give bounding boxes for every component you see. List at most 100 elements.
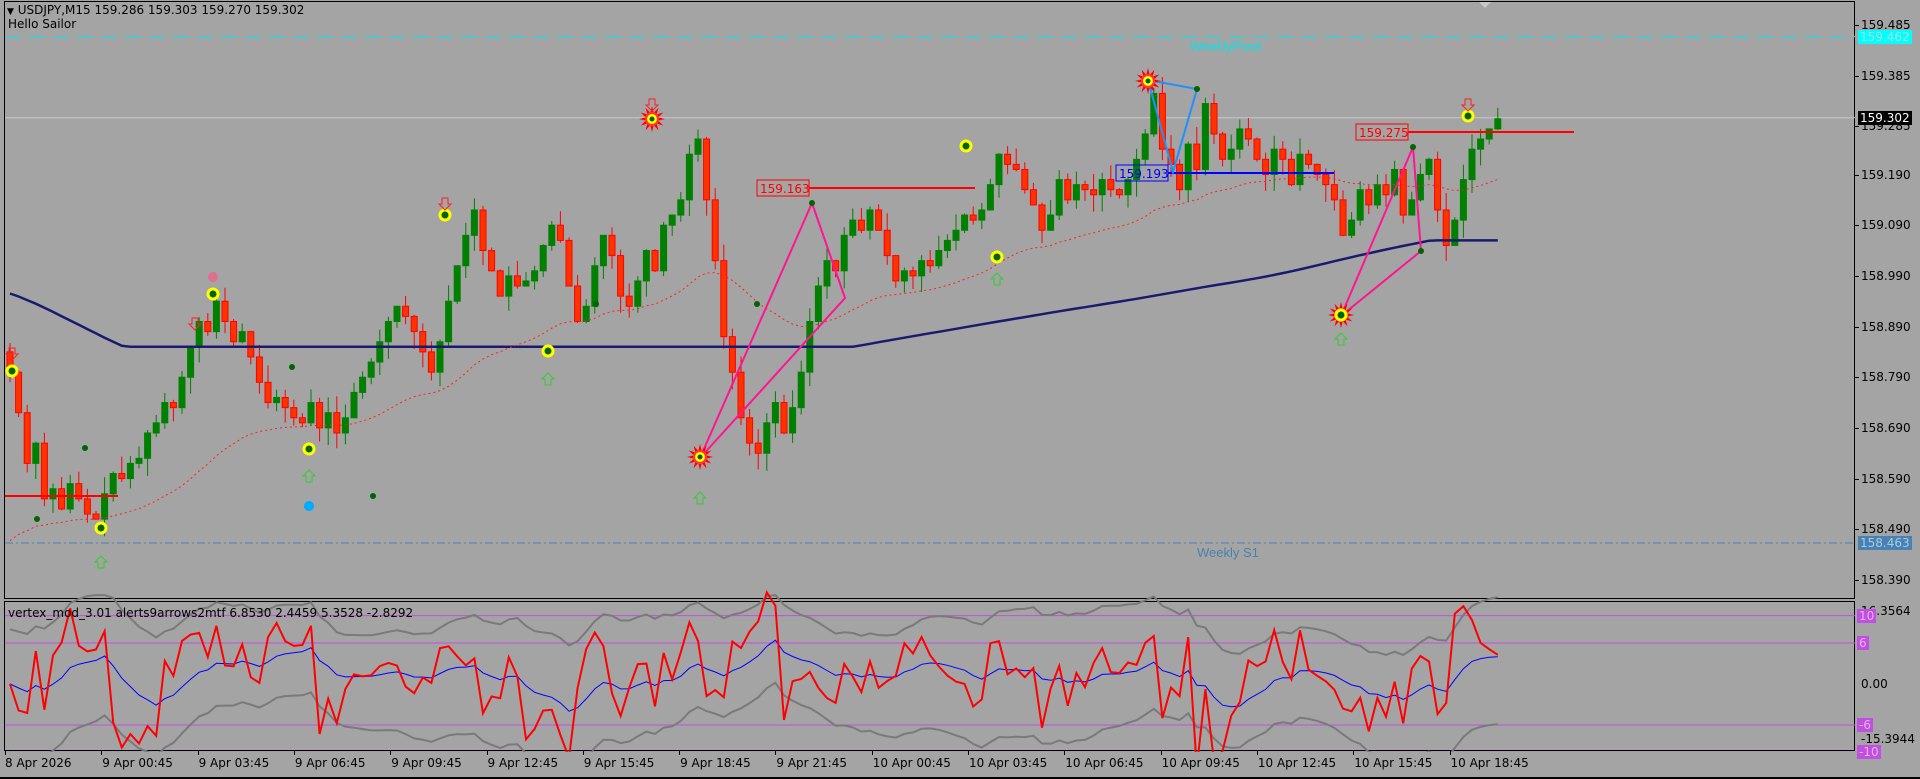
bull-candle bbox=[668, 214, 676, 226]
signal-ring-icon bbox=[206, 287, 220, 301]
bull-candle bbox=[187, 346, 195, 378]
bear-candle bbox=[1287, 158, 1295, 186]
time-tick-label: 9 Apr 12:45 bbox=[487, 756, 559, 770]
bear-candle bbox=[1339, 199, 1347, 236]
price-tick bbox=[1855, 579, 1859, 581]
time-tick bbox=[390, 751, 392, 755]
bull-candle bbox=[350, 391, 358, 419]
bull-candle bbox=[161, 402, 169, 424]
signal-ring-icon bbox=[302, 442, 316, 456]
bull-candle bbox=[814, 285, 822, 322]
bull-candle bbox=[1348, 219, 1356, 236]
bear-candle bbox=[281, 396, 289, 409]
up-arrow-icon bbox=[1333, 332, 1349, 346]
price-tick bbox=[1855, 174, 1859, 176]
time-tick bbox=[293, 751, 295, 755]
zigzag-pattern-blue bbox=[1147, 79, 1199, 176]
signal-ring-icon bbox=[1334, 308, 1348, 322]
bull-candle bbox=[634, 280, 642, 307]
bear-candle bbox=[1004, 153, 1012, 165]
bull-candle bbox=[866, 209, 874, 231]
bear-candle bbox=[427, 351, 435, 373]
down-arrow-icon bbox=[644, 98, 660, 112]
weekly-s1-badge: 158.463 bbox=[1858, 535, 1912, 550]
bull-candle bbox=[660, 224, 668, 272]
bull-candle bbox=[1055, 179, 1063, 216]
pivot-dot-icon bbox=[809, 200, 815, 206]
price-tick-label: 159.090 bbox=[1861, 218, 1911, 233]
bear-candle bbox=[1038, 204, 1046, 231]
pivot-dot-icon bbox=[289, 364, 295, 370]
time-tick bbox=[968, 751, 969, 755]
indicator-panel[interactable] bbox=[4, 601, 1855, 751]
bull-candle bbox=[1485, 128, 1493, 140]
sun-signal-icon bbox=[1135, 68, 1161, 94]
up-arrow-icon bbox=[989, 272, 1005, 286]
signal-ring-icon bbox=[5, 364, 19, 378]
bull-candle bbox=[918, 260, 926, 277]
bull-candle bbox=[599, 234, 607, 267]
time-tick bbox=[1353, 751, 1355, 755]
bear-candle bbox=[728, 336, 736, 373]
price-chart-canvas[interactable]: WeeklyPivot Weekly S1 159.163 159.193 159.27… bbox=[0, 0, 1855, 600]
bear-candle bbox=[255, 356, 263, 383]
bull-candle bbox=[995, 153, 1003, 186]
bear-candle bbox=[230, 320, 238, 343]
triangle-down-icon[interactable]: ▼ bbox=[7, 7, 14, 17]
indicator-tick-label: 0.00 bbox=[1861, 677, 1888, 691]
time-tick bbox=[5, 751, 6, 755]
bull-candle bbox=[505, 275, 513, 297]
bull-candle bbox=[1459, 179, 1467, 221]
bear-candle bbox=[883, 229, 891, 257]
time-tick bbox=[1064, 751, 1066, 755]
bear-candle bbox=[290, 407, 298, 419]
bull-candle bbox=[152, 422, 160, 434]
bear-candle bbox=[1064, 179, 1072, 201]
up-arrow-icon bbox=[692, 491, 708, 505]
bull-candle bbox=[470, 209, 478, 236]
pivot-dot-icon bbox=[1410, 144, 1416, 150]
bear-candle bbox=[892, 255, 900, 282]
bear-candle bbox=[513, 275, 521, 287]
chart-shift-marker-icon[interactable] bbox=[1479, 2, 1491, 8]
zigzag-pattern bbox=[699, 200, 847, 459]
bear-candle bbox=[264, 381, 272, 404]
bear-candle bbox=[221, 300, 229, 322]
bear-candle bbox=[298, 417, 306, 424]
bear-candle bbox=[1012, 163, 1020, 170]
price-box-label: 159.275 bbox=[1359, 126, 1409, 140]
bear-candle bbox=[1193, 143, 1201, 170]
bear-candle bbox=[92, 513, 100, 520]
bull-candle bbox=[324, 412, 332, 429]
bull-candle bbox=[1296, 153, 1304, 186]
bear-candle bbox=[1382, 184, 1390, 196]
bear-candle bbox=[15, 371, 23, 414]
bear-candle bbox=[1442, 209, 1450, 246]
bear-candle bbox=[1262, 158, 1270, 176]
time-tick-label: 10 Apr 12:45 bbox=[1257, 756, 1337, 770]
bear-candle bbox=[556, 224, 564, 241]
time-tick bbox=[871, 751, 873, 755]
time-tick bbox=[1449, 751, 1451, 755]
bull-candle bbox=[1373, 184, 1381, 206]
bull-candle bbox=[462, 234, 470, 267]
time-tick bbox=[775, 751, 777, 755]
price-tick bbox=[1855, 478, 1859, 480]
bull-candle bbox=[178, 376, 186, 409]
bull-candle bbox=[952, 229, 960, 241]
bull-candle bbox=[763, 422, 771, 454]
expert-label: Hello Sailor bbox=[8, 17, 77, 31]
bull-candle bbox=[359, 376, 367, 393]
bull-candle bbox=[384, 320, 392, 343]
bull-candle bbox=[642, 250, 650, 282]
bull-candle bbox=[32, 442, 40, 464]
bull-candle bbox=[273, 396, 281, 404]
chart-title: ▼ USDJPY,M15 159.286 159.303 159.270 159… bbox=[7, 3, 304, 19]
bull-candle bbox=[582, 305, 590, 322]
slow-moving-average bbox=[9, 239, 1498, 349]
time-tick-label: 10 Apr 15:45 bbox=[1354, 756, 1433, 770]
bull-candle bbox=[1227, 148, 1235, 160]
bull-candle bbox=[307, 402, 315, 424]
bear-candle bbox=[58, 488, 66, 510]
bull-candle bbox=[677, 199, 685, 216]
